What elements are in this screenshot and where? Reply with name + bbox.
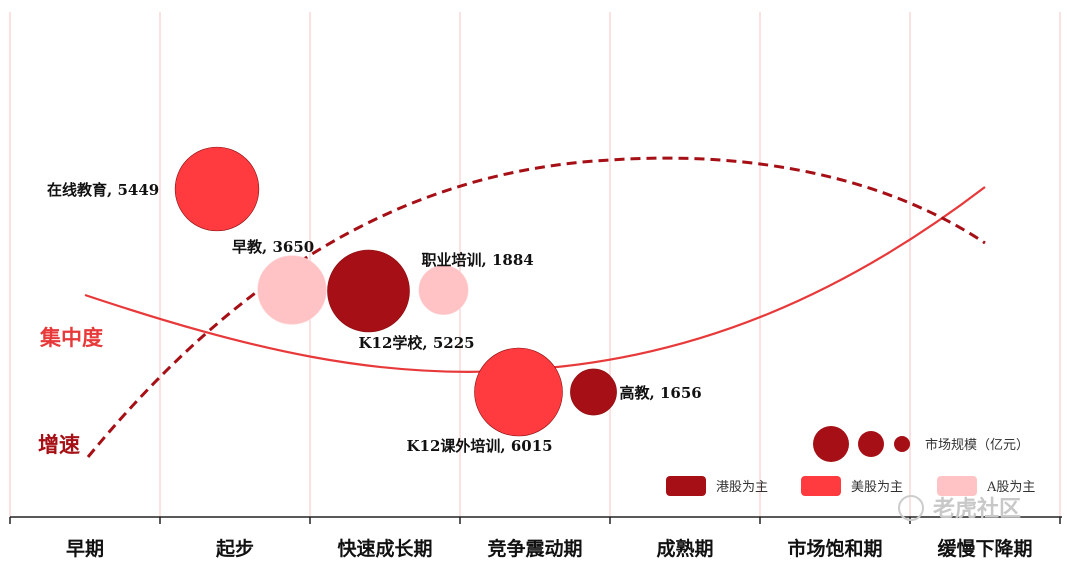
legend-swatch bbox=[666, 476, 706, 496]
bubble bbox=[418, 265, 469, 315]
bubble-label: 在线教育, 5449 bbox=[47, 181, 159, 199]
legend-size-marker bbox=[858, 431, 884, 457]
bubble-label: K12课外培训, 6015 bbox=[407, 437, 553, 455]
legend-size-title: 市场规模（亿元） bbox=[925, 437, 1029, 453]
legend-label: 港股为主 bbox=[716, 480, 768, 495]
stage-label: 起步 bbox=[215, 538, 254, 560]
legend-label: A股为主 bbox=[986, 480, 1035, 495]
stage-label: 市场饱和期 bbox=[787, 537, 882, 560]
watermark: 老虎社区 bbox=[898, 495, 1021, 522]
bubble bbox=[327, 249, 410, 333]
bubble bbox=[257, 255, 327, 325]
legend-size-marker bbox=[813, 426, 849, 462]
bubble-labels: 在线教育, 5449 早教, 3650 K12学校, 5225 职业培训, 1884 K… bbox=[47, 181, 702, 455]
stage-label: 快速成长期 bbox=[337, 537, 432, 560]
bubble-label: K12学校, 5225 bbox=[359, 334, 475, 352]
stage-label: 缓慢下降期 bbox=[937, 537, 1032, 560]
growth-curve-label: 增速 bbox=[38, 432, 80, 457]
legend-label: 美股为主 bbox=[851, 480, 903, 495]
bubble-label: 高教, 1656 bbox=[620, 384, 702, 402]
bubble bbox=[474, 347, 563, 437]
stage-label: 竞争震动期 bbox=[487, 537, 582, 560]
legend-swatch bbox=[937, 476, 977, 496]
bubble-label: 职业培训, 1884 bbox=[422, 251, 534, 269]
watermark-text: 老虎社区 bbox=[932, 496, 1021, 522]
growth-curve bbox=[86, 156, 986, 458]
bubble bbox=[570, 368, 617, 416]
concentration-curve-label: 集中度 bbox=[39, 325, 103, 350]
legend-size-marker bbox=[894, 436, 910, 452]
bubbles bbox=[174, 146, 617, 437]
x-axis: 早期 起步 快速成长期 竞争震动期 成熟期 市场饱和期 缓慢下降期 bbox=[9, 516, 1062, 560]
stage-label: 成熟期 bbox=[656, 537, 713, 560]
stage-label: 早期 bbox=[66, 538, 104, 560]
watermark-icon bbox=[898, 495, 924, 521]
bubble bbox=[174, 146, 260, 232]
legend-swatch bbox=[801, 476, 841, 496]
legend: 市场规模（亿元） 港股为主 美股为主 A股为主 bbox=[666, 426, 1035, 496]
bubble-label: 早教, 3650 bbox=[232, 238, 314, 256]
